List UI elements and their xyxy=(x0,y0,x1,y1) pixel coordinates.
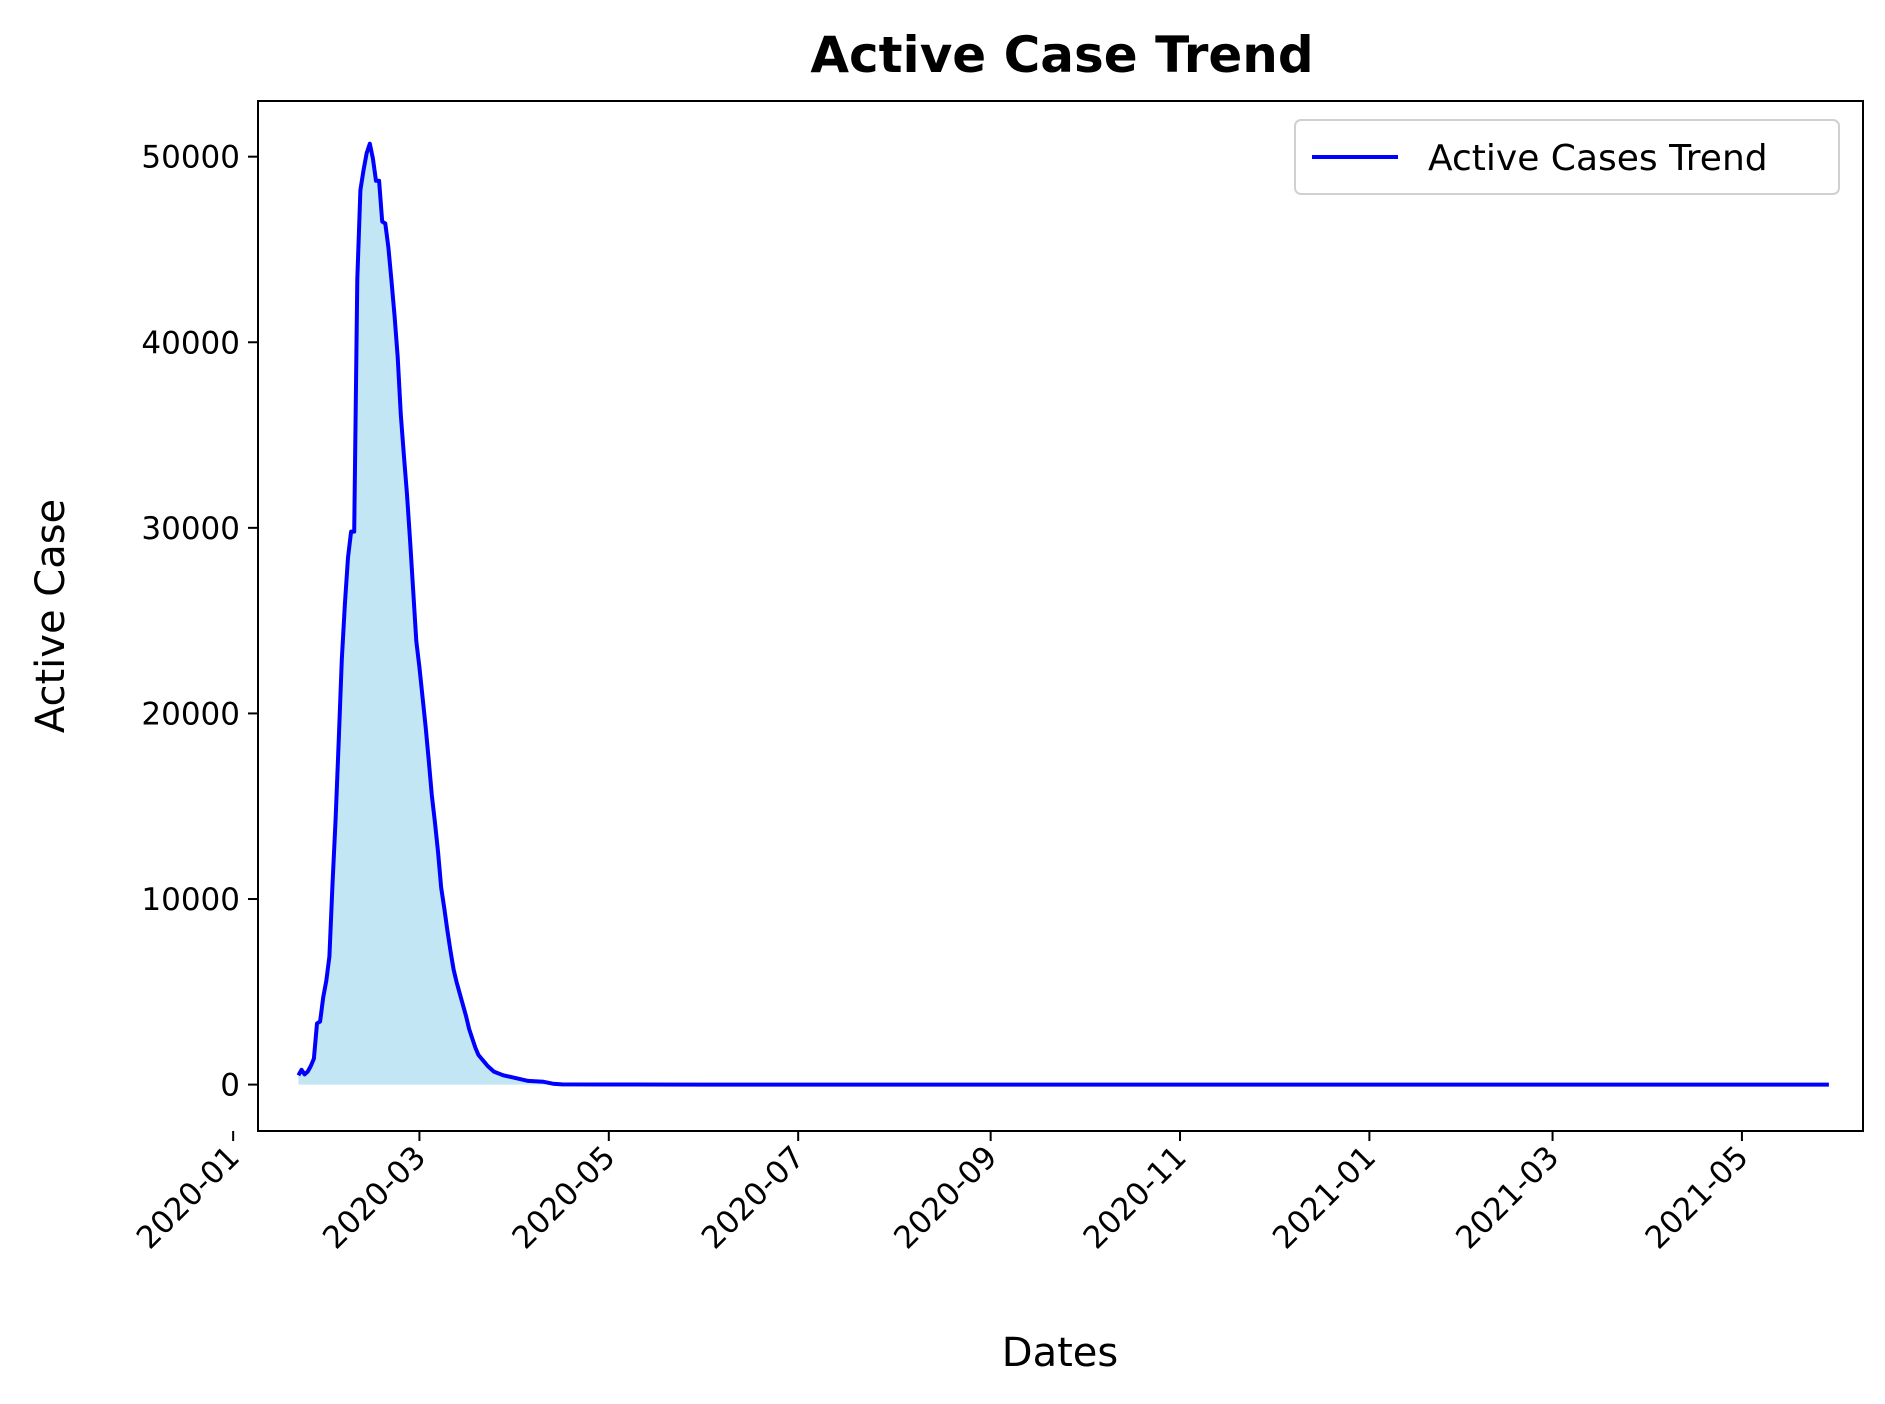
data-point-71 xyxy=(989,1083,993,1087)
data-point-52 xyxy=(458,992,462,996)
data-point-33 xyxy=(399,413,403,417)
data-point-50 xyxy=(452,968,456,972)
legend: Active Cases Trend xyxy=(1294,119,1840,195)
series-line xyxy=(296,141,1829,1087)
data-point-68 xyxy=(560,1082,564,1086)
data-point-19 xyxy=(355,277,359,281)
data-point-41 xyxy=(424,724,428,728)
data-point-18 xyxy=(352,530,356,534)
series-area-fill xyxy=(298,143,1829,1085)
data-point-63 xyxy=(501,1073,505,1077)
data-point-29 xyxy=(386,246,390,250)
data-point-31 xyxy=(393,314,397,318)
data-point-35 xyxy=(405,492,409,496)
data-point-22 xyxy=(365,151,369,155)
data-point-65 xyxy=(526,1079,530,1083)
data-point-8 xyxy=(321,995,325,999)
data-point-12 xyxy=(334,817,338,821)
data-point-4 xyxy=(309,1064,313,1068)
data-point-55 xyxy=(467,1027,471,1031)
y-axis-title: Active Case xyxy=(28,499,74,733)
data-point-57 xyxy=(473,1046,477,1050)
plot-area xyxy=(296,141,1831,1087)
data-point-46 xyxy=(439,886,443,890)
data-point-58 xyxy=(476,1053,480,1057)
data-point-38 xyxy=(414,639,418,643)
data-point-11 xyxy=(331,882,335,886)
data-point-42 xyxy=(427,758,431,762)
data-point-51 xyxy=(455,981,459,985)
legend-box xyxy=(1294,119,1840,195)
data-point-20 xyxy=(358,188,362,192)
data-point-74 xyxy=(1827,1083,1831,1087)
data-point-64 xyxy=(514,1076,518,1080)
data-point-5 xyxy=(312,1057,316,1061)
data-point-10 xyxy=(327,955,331,959)
data-point-53 xyxy=(461,1003,465,1007)
data-point-39 xyxy=(417,665,421,669)
data-point-26 xyxy=(377,179,381,183)
data-point-36 xyxy=(408,539,412,543)
y-tick-label-1: 10000 xyxy=(141,882,240,918)
data-point-56 xyxy=(470,1036,474,1040)
data-point-2 xyxy=(303,1072,307,1076)
data-point-49 xyxy=(449,949,453,953)
data-point-30 xyxy=(390,279,394,283)
data-point-73 xyxy=(1551,1083,1555,1087)
data-point-59 xyxy=(480,1057,484,1061)
data-point-14 xyxy=(340,658,344,662)
data-point-48 xyxy=(445,929,449,933)
data-point-47 xyxy=(442,906,446,910)
data-point-37 xyxy=(411,589,415,593)
data-point-62 xyxy=(492,1070,496,1074)
y-axis: 0 10000 20000 30000 40000 50000 xyxy=(141,140,258,1104)
chart-title: Active Case Trend xyxy=(810,26,1313,84)
data-point-13 xyxy=(337,739,341,743)
data-point-16 xyxy=(346,556,350,560)
data-point-67 xyxy=(551,1082,555,1086)
data-point-70 xyxy=(703,1083,707,1087)
data-point-72 xyxy=(1271,1083,1275,1087)
data-point-23 xyxy=(368,142,372,146)
plot-frame xyxy=(257,100,1864,1132)
y-tick-label-2: 20000 xyxy=(141,696,240,732)
y-tick-label-0: 0 xyxy=(220,1068,240,1104)
data-point-9 xyxy=(324,979,328,983)
data-point-34 xyxy=(402,454,406,458)
data-point-24 xyxy=(371,157,375,161)
data-point-7 xyxy=(318,1020,322,1024)
data-point-1 xyxy=(300,1068,304,1072)
data-point-3 xyxy=(306,1070,310,1074)
data-point-21 xyxy=(362,168,366,172)
legend-label: Active Cases Trend xyxy=(1428,138,1768,179)
data-point-28 xyxy=(383,222,387,226)
y-tick-label-4: 40000 xyxy=(141,325,240,361)
data-point-66 xyxy=(542,1080,546,1084)
data-point-15 xyxy=(343,602,347,606)
y-tick-label-3: 30000 xyxy=(141,511,240,547)
data-point-44 xyxy=(433,821,437,825)
data-point-45 xyxy=(436,851,440,855)
data-point-43 xyxy=(430,793,434,797)
data-point-32 xyxy=(396,355,400,359)
data-point-69 xyxy=(607,1083,611,1087)
data-point-40 xyxy=(421,695,425,699)
data-point-60 xyxy=(483,1060,487,1064)
data-point-0 xyxy=(296,1073,300,1077)
data-point-61 xyxy=(486,1064,490,1068)
y-tick-label-5: 50000 xyxy=(141,140,240,176)
x-axis-title: Dates xyxy=(1002,1330,1118,1376)
data-point-54 xyxy=(464,1014,468,1018)
